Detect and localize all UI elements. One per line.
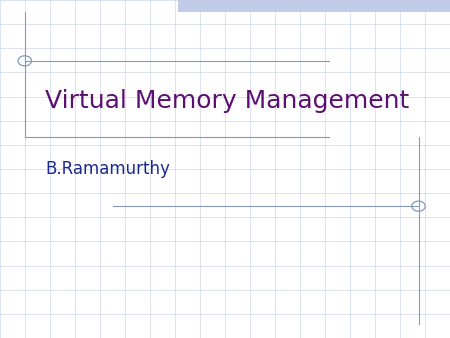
Text: B.Ramamurthy: B.Ramamurthy bbox=[45, 160, 170, 178]
Bar bbox=[178, 0, 450, 12]
Text: Virtual Memory Management: Virtual Memory Management bbox=[45, 89, 409, 114]
